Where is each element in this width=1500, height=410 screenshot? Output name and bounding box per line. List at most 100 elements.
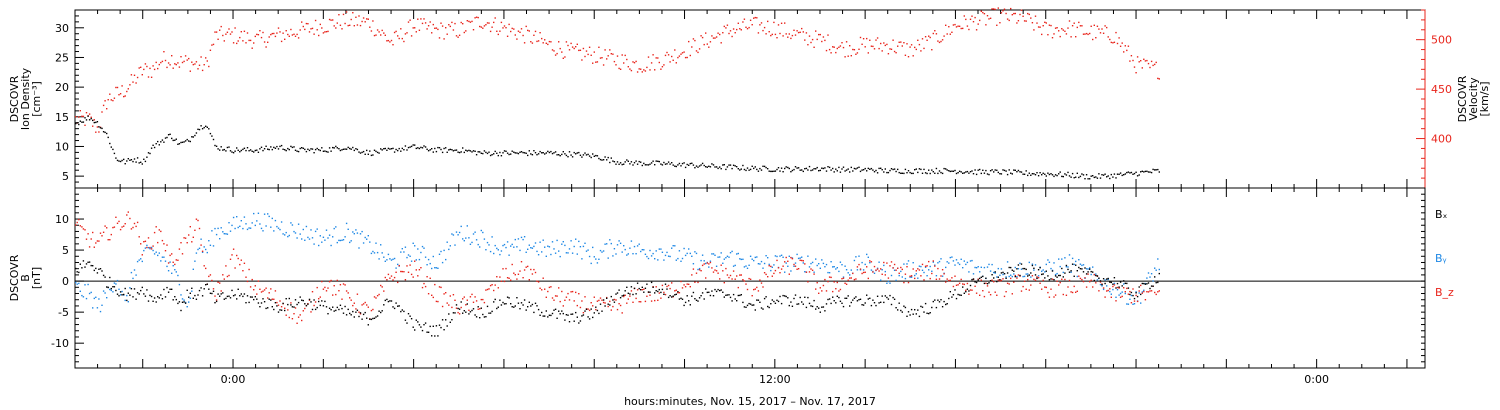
density-point (742, 164, 744, 167)
velocity-point (845, 41, 848, 43)
bx-point (962, 286, 964, 288)
velocity-point (570, 42, 572, 45)
velocity-point (955, 26, 958, 28)
velocity-point (180, 56, 182, 58)
velocity-point (265, 46, 267, 48)
by-point (483, 238, 486, 240)
density-point (217, 148, 219, 150)
bx-point (1081, 268, 1083, 270)
density-point (231, 151, 233, 153)
bx-point (613, 301, 616, 303)
density-point (695, 165, 698, 167)
bx-point (214, 302, 216, 304)
density-point (479, 151, 481, 153)
velocity-point (581, 59, 583, 61)
by-point (288, 234, 290, 237)
bx-point (994, 271, 996, 273)
density-point (1157, 168, 1159, 171)
by-point (166, 265, 168, 268)
density-point (468, 149, 470, 152)
density-point (491, 154, 493, 156)
density-point (409, 146, 411, 148)
bx-point (386, 298, 388, 301)
velocity-point (729, 30, 732, 32)
y-tick-label: 5 (62, 170, 69, 183)
bx-point (790, 301, 792, 303)
bz-point (113, 226, 116, 228)
velocity-point (463, 31, 465, 34)
density-point (451, 149, 453, 151)
by-point (1073, 263, 1075, 266)
by-point (548, 246, 551, 248)
density-point (675, 165, 677, 168)
bx-point (307, 303, 309, 305)
bx-point (299, 296, 301, 298)
by-point (920, 265, 922, 268)
bz-point (827, 280, 829, 283)
density-point (500, 155, 503, 157)
velocity-point (409, 19, 411, 21)
bx-point (475, 316, 478, 318)
velocity-point (615, 64, 617, 66)
by-point (736, 253, 738, 255)
bz-point (623, 295, 625, 298)
bx-point (1034, 274, 1037, 276)
by-point (1133, 303, 1136, 305)
bx-point (458, 308, 461, 310)
velocity-point (1152, 64, 1154, 67)
velocity-point (491, 26, 493, 28)
density-point (680, 165, 682, 167)
velocity-point (401, 37, 403, 40)
by-point (431, 267, 433, 270)
density-point (825, 170, 828, 172)
velocity-point (619, 68, 622, 70)
bx-point (1056, 276, 1058, 278)
velocity-point (1104, 25, 1106, 27)
bz-point (386, 279, 388, 281)
by-point (130, 271, 133, 274)
velocity-point (749, 19, 752, 21)
velocity-point (793, 29, 795, 31)
bx-point (1033, 267, 1035, 269)
bz-point (561, 290, 563, 293)
bx-point (516, 297, 518, 299)
bz-point (544, 288, 546, 290)
density-point (344, 148, 346, 150)
bz-point (1030, 284, 1032, 286)
bz-point (599, 297, 602, 299)
density-point (513, 151, 515, 153)
bz-point (1110, 296, 1112, 298)
velocity-point (121, 85, 123, 87)
bx-point (421, 329, 424, 332)
bx-point (480, 307, 482, 309)
bx-point (1090, 270, 1092, 273)
by-point (181, 298, 184, 300)
by-point (867, 256, 869, 258)
velocity-point (1102, 32, 1105, 34)
bz-point (240, 259, 242, 261)
velocity-point (469, 21, 472, 23)
velocity-point (732, 28, 735, 30)
by-point (658, 248, 660, 250)
bz-point (629, 295, 631, 297)
velocity-point (681, 52, 684, 54)
density-point (1112, 176, 1114, 178)
bz-point (525, 266, 527, 268)
by-point (537, 254, 540, 256)
velocity-point (1095, 37, 1097, 39)
by-point (223, 233, 225, 235)
bx-point (943, 300, 945, 303)
density-point (541, 152, 543, 154)
bx-point (301, 299, 303, 301)
velocity-point (725, 27, 727, 29)
velocity-point (1118, 37, 1120, 39)
velocity-point (328, 18, 331, 21)
velocity-point (407, 21, 410, 23)
y-tick-label: 25 (55, 51, 69, 64)
velocity-point (497, 33, 499, 36)
bx-point (691, 295, 693, 297)
bz-point (1017, 274, 1020, 276)
bx-point (76, 271, 78, 273)
velocity-point (743, 18, 746, 20)
bx-point (757, 299, 760, 301)
